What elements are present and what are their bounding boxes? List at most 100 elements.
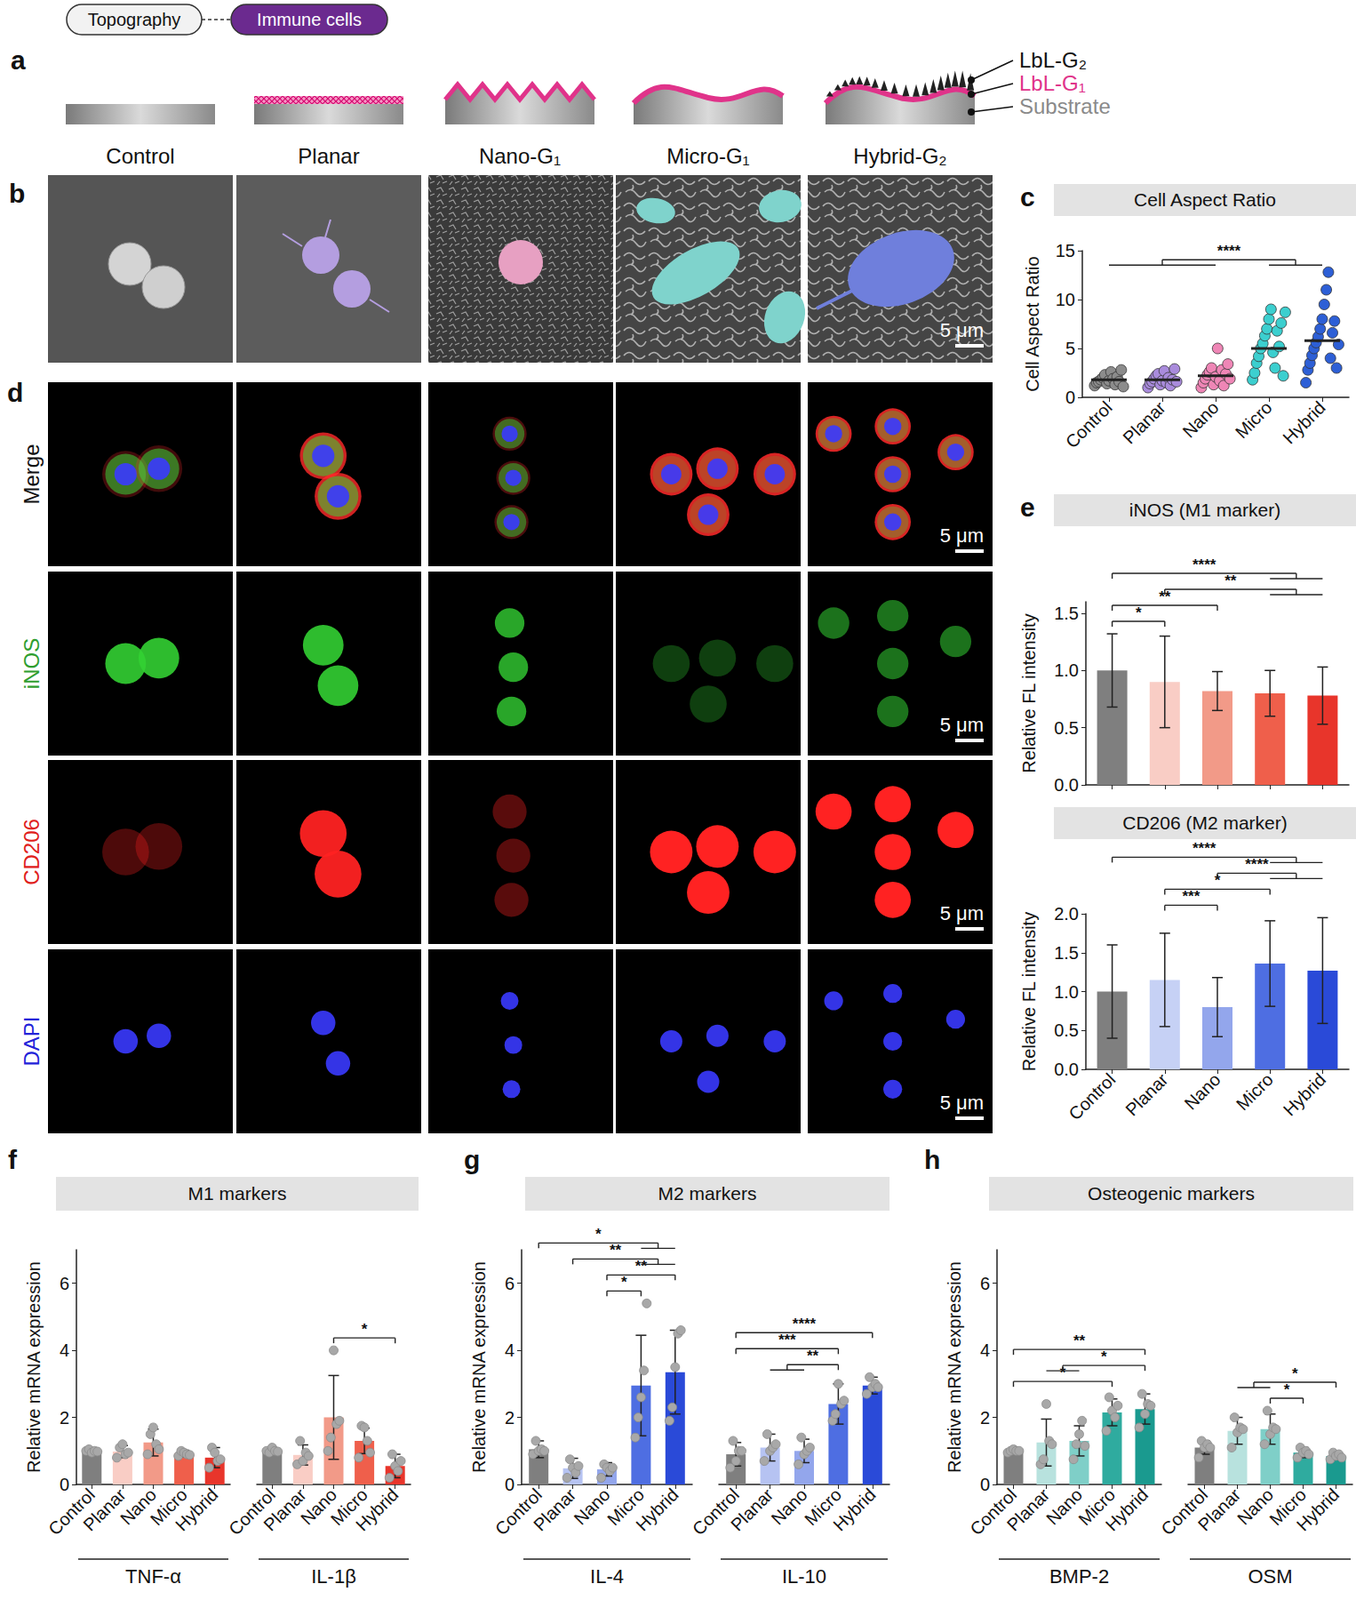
svg-text:4: 4 — [59, 1340, 70, 1360]
svg-text:*: * — [1135, 604, 1142, 622]
svg-text:Relative mRNA expression: Relative mRNA expression — [944, 1260, 965, 1473]
svg-text:Hybrid: Hybrid — [1101, 1483, 1152, 1534]
svg-text:0.0: 0.0 — [1053, 774, 1079, 795]
svg-text:0: 0 — [59, 1474, 70, 1494]
svg-text:****: **** — [1192, 556, 1217, 574]
svg-text:BMP-2: BMP-2 — [1049, 1564, 1109, 1588]
svg-text:5: 5 — [1065, 338, 1076, 359]
svg-text:4: 4 — [980, 1340, 990, 1360]
svg-text:Hybrid-G₂: Hybrid-G₂ — [853, 143, 947, 168]
svg-text:Immune cells: Immune cells — [256, 9, 362, 30]
svg-text:*: * — [1292, 1364, 1299, 1382]
svg-text:f: f — [7, 1144, 18, 1174]
svg-text:1.0: 1.0 — [1053, 981, 1079, 1002]
svg-text:2: 2 — [59, 1407, 70, 1428]
svg-text:*: * — [621, 1273, 628, 1291]
svg-text:Planar: Planar — [529, 1483, 581, 1535]
svg-text:Micro-G₁: Micro-G₁ — [666, 143, 750, 168]
svg-text:Substrate: Substrate — [1019, 94, 1111, 119]
svg-text:Planar: Planar — [726, 1483, 778, 1535]
svg-text:Hybrid: Hybrid — [351, 1483, 402, 1534]
svg-text:Hybrid: Hybrid — [171, 1483, 222, 1534]
svg-text:*: * — [361, 1320, 368, 1338]
svg-text:Nano: Nano — [1178, 397, 1222, 441]
svg-text:Control: Control — [1061, 397, 1117, 452]
svg-text:Relative mRNA expression: Relative mRNA expression — [23, 1260, 44, 1473]
svg-text:d: d — [7, 377, 24, 407]
svg-text:Planar: Planar — [1118, 397, 1170, 448]
svg-text:5 μm: 5 μm — [940, 319, 984, 342]
svg-text:*: * — [595, 1225, 602, 1243]
svg-text:**: ** — [1158, 588, 1172, 606]
svg-text:2: 2 — [504, 1407, 515, 1428]
svg-text:IL-4: IL-4 — [590, 1564, 624, 1588]
svg-text:Micro: Micro — [1231, 397, 1277, 442]
svg-text:Micro: Micro — [1232, 1068, 1277, 1114]
svg-text:h: h — [924, 1144, 941, 1174]
svg-text:Relative FL intensity: Relative FL intensity — [1019, 911, 1039, 1071]
svg-text:LbL-G₂: LbL-G₂ — [1019, 47, 1087, 72]
svg-text:6: 6 — [59, 1273, 70, 1293]
svg-text:**: ** — [609, 1241, 623, 1259]
svg-text:Hybrid: Hybrid — [1279, 1068, 1330, 1119]
svg-text:Hybrid: Hybrid — [829, 1483, 879, 1534]
svg-text:iNOS: iNOS — [19, 638, 44, 689]
svg-text:Hybrid: Hybrid — [631, 1483, 682, 1534]
svg-text:10: 10 — [1055, 289, 1076, 310]
svg-text:**: ** — [635, 1257, 648, 1275]
svg-text:Control: Control — [1064, 1068, 1119, 1124]
svg-text:Topography: Topography — [87, 9, 182, 30]
svg-text:0: 0 — [1065, 387, 1076, 407]
svg-text:0.5: 0.5 — [1053, 717, 1079, 738]
svg-text:Planar: Planar — [297, 143, 359, 168]
svg-text:1.0: 1.0 — [1053, 660, 1079, 680]
svg-text:Planar: Planar — [1121, 1068, 1173, 1120]
svg-text:4: 4 — [504, 1340, 515, 1360]
svg-text:5 μm: 5 μm — [940, 901, 984, 925]
svg-text:OSM: OSM — [1247, 1564, 1293, 1588]
svg-text:a: a — [10, 45, 26, 75]
svg-text:****: **** — [1217, 242, 1242, 260]
svg-text:c: c — [1020, 182, 1036, 212]
svg-text:Hybrid: Hybrid — [1292, 1483, 1343, 1534]
svg-text:Relative mRNA expression: Relative mRNA expression — [469, 1260, 489, 1473]
svg-text:0: 0 — [504, 1474, 515, 1494]
svg-text:2: 2 — [980, 1407, 990, 1428]
svg-text:Hybrid: Hybrid — [1278, 397, 1329, 447]
svg-text:IL-1β: IL-1β — [311, 1564, 357, 1588]
svg-text:TNF-α: TNF-α — [125, 1564, 182, 1588]
svg-text:6: 6 — [980, 1273, 990, 1293]
svg-text:Control: Control — [688, 1483, 743, 1539]
svg-text:**: ** — [1224, 572, 1237, 590]
svg-text:***: *** — [778, 1331, 797, 1349]
svg-text:**: ** — [806, 1347, 820, 1364]
svg-text:Relative FL intensity: Relative FL intensity — [1019, 613, 1039, 773]
svg-text:Merge: Merge — [19, 443, 44, 504]
svg-text:2.0: 2.0 — [1053, 903, 1079, 924]
svg-text:e: e — [1020, 492, 1036, 522]
svg-text:****: **** — [792, 1315, 817, 1333]
svg-text:Nano: Nano — [569, 1483, 614, 1528]
svg-text:0.0: 0.0 — [1053, 1059, 1079, 1079]
svg-text:Cell Aspect Ratio: Cell Aspect Ratio — [1022, 255, 1043, 391]
svg-text:***: *** — [1181, 887, 1200, 905]
svg-text:5 μm: 5 μm — [940, 524, 984, 547]
svg-text:CD206: CD206 — [19, 818, 44, 886]
svg-text:**: ** — [1073, 1332, 1086, 1349]
svg-text:*: * — [1284, 1380, 1291, 1398]
svg-text:Control: Control — [105, 143, 175, 168]
svg-text:Nano-G₁: Nano-G₁ — [478, 143, 561, 168]
svg-text:15: 15 — [1055, 240, 1076, 261]
svg-text:0: 0 — [980, 1474, 990, 1494]
svg-text:6: 6 — [504, 1273, 515, 1293]
svg-text:b: b — [8, 178, 25, 208]
svg-text:DAPI: DAPI — [19, 1015, 44, 1066]
svg-text:5 μm: 5 μm — [940, 713, 984, 736]
svg-text:****: **** — [1192, 840, 1217, 857]
svg-text:Control: Control — [491, 1483, 546, 1539]
svg-text:Nano: Nano — [1233, 1483, 1277, 1528]
svg-text:g: g — [463, 1144, 480, 1174]
svg-text:****: **** — [1244, 855, 1269, 873]
svg-text:IL-10: IL-10 — [781, 1564, 827, 1588]
svg-text:Nano: Nano — [1180, 1068, 1224, 1113]
